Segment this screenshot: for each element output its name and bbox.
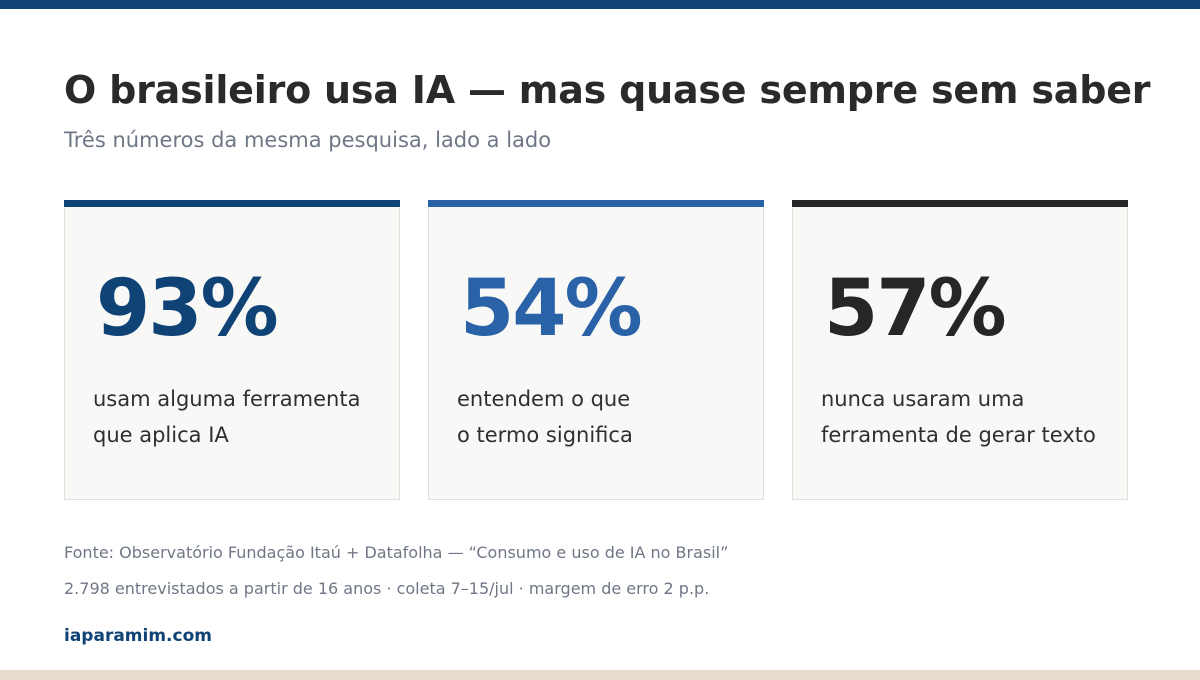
stat-value: 93% — [96, 264, 279, 354]
stat-card-2: 54% entendem o que o termo significa — [428, 200, 764, 500]
survey-details: 2.798 entrevistados a partir de 16 anos … — [64, 579, 710, 598]
page-title: O brasileiro usa IA — mas quase sempre s… — [64, 68, 1151, 112]
stat-caption-line: usam alguma ferramenta — [93, 387, 361, 411]
stat-value: 57% — [824, 264, 1007, 354]
stat-caption-line: nunca usaram uma — [821, 387, 1025, 411]
stat-card-1: 93% usam alguma ferramenta que aplica IA — [64, 200, 400, 500]
stat-card-3: 57% nunca usaram uma ferramenta de gerar… — [792, 200, 1128, 500]
stat-caption: nunca usaram uma ferramenta de gerar tex… — [821, 381, 1096, 453]
top-accent-bar — [0, 0, 1200, 9]
stat-caption-line: ferramenta de gerar texto — [821, 423, 1096, 447]
bottom-accent-bar — [0, 670, 1200, 680]
stat-card-accent-bar — [428, 200, 764, 207]
page-subtitle: Três números da mesma pesquisa, lado a l… — [64, 128, 552, 152]
stat-caption: usam alguma ferramenta que aplica IA — [93, 381, 360, 453]
site-link[interactable]: iaparamim.com — [64, 626, 212, 646]
stat-caption-line: entendem o que — [457, 387, 631, 411]
source-citation: Fonte: Observatório Fundação Itaú + Data… — [64, 543, 729, 562]
stat-value: 54% — [460, 264, 643, 354]
stat-card-accent-bar — [792, 200, 1128, 207]
stat-caption: entendem o que o termo significa — [457, 381, 633, 453]
stat-card-accent-bar — [64, 200, 400, 207]
stat-caption-line: que aplica IA — [93, 423, 229, 447]
stat-caption-line: o termo significa — [457, 423, 633, 447]
